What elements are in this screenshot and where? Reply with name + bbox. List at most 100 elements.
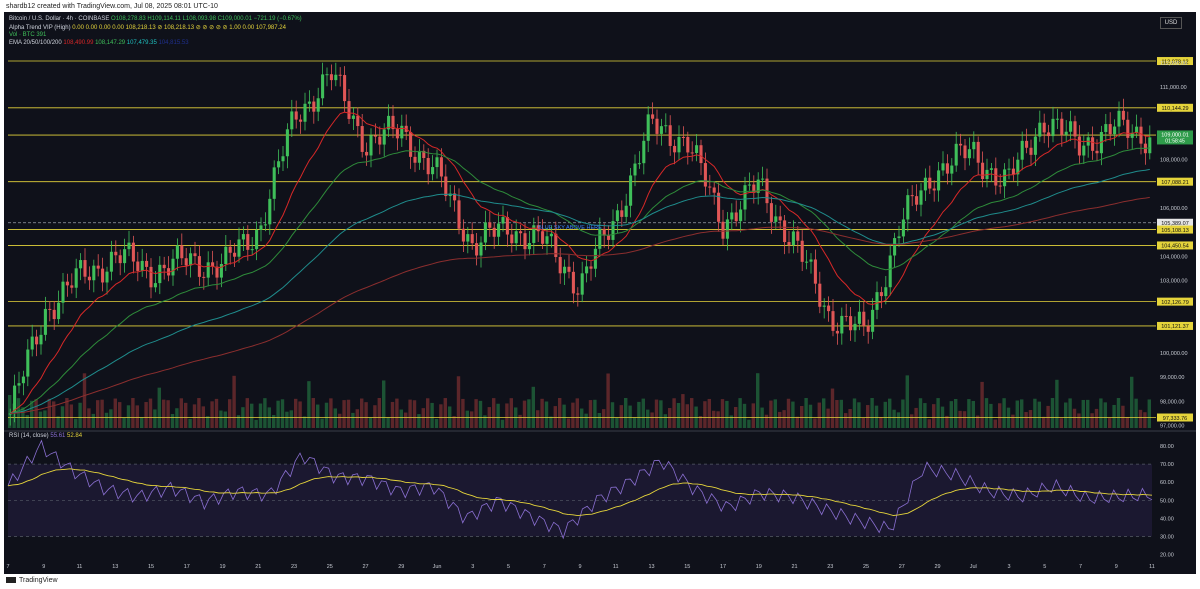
ema20-value: 108,490.99 — [63, 40, 94, 46]
ema200-line — [10, 196, 1150, 414]
volume-bar — [839, 399, 843, 428]
x-axis-tick: 29 — [934, 564, 940, 570]
volume-bar — [852, 398, 857, 428]
candle-body — [571, 271, 575, 294]
volume-bar — [1059, 418, 1063, 428]
x-axis-tick: 17 — [720, 564, 726, 570]
candle-body — [875, 292, 879, 310]
candle-body — [369, 135, 373, 156]
volume-bar — [751, 403, 755, 428]
volume-bar — [399, 409, 403, 428]
candle-body — [501, 217, 505, 224]
price-axis-tick: 97,000.00 — [1160, 424, 1184, 430]
volume-bar — [245, 398, 249, 428]
volume-bar — [566, 418, 571, 428]
volume-bar — [170, 413, 175, 428]
candle-body — [1082, 145, 1086, 156]
candle-body — [967, 149, 971, 159]
candle-body — [1069, 121, 1073, 132]
price-axis-tick: 100,000.00 — [1160, 351, 1188, 357]
candle-body — [52, 309, 56, 320]
volume-bar — [668, 408, 672, 428]
candle-body — [778, 216, 782, 221]
volume-bar — [214, 398, 219, 428]
candle-body — [268, 198, 272, 225]
volume-bar — [426, 398, 430, 428]
rsi-axis-tick: 20.00 — [1160, 553, 1174, 559]
price-level-tag-6 — [1157, 241, 1193, 250]
x-axis-tick: 7 — [1079, 564, 1082, 570]
candle-body — [413, 156, 417, 163]
candle-body — [211, 262, 215, 267]
candle-body — [972, 141, 976, 150]
x-axis-tick: 15 — [684, 564, 690, 570]
volume-bar — [685, 404, 689, 428]
candle-body — [167, 268, 171, 276]
candle-body — [708, 186, 712, 188]
candle-body — [479, 242, 483, 256]
volume-bar — [307, 381, 311, 428]
candle-body — [237, 239, 241, 257]
volume-bar — [197, 398, 201, 428]
candle-body — [558, 257, 562, 274]
candle-body — [963, 145, 967, 159]
candle-body — [1060, 118, 1064, 135]
x-axis-tick: Jun — [433, 564, 442, 570]
x-axis-tick: 9 — [1115, 564, 1118, 570]
price-level-label-3: 107,088.21 — [1161, 180, 1189, 186]
currency-label[interactable]: USD — [1160, 17, 1182, 29]
volume-bar — [984, 398, 989, 428]
x-axis-tick: 17 — [184, 564, 190, 570]
volume-bar — [681, 394, 685, 428]
volume-bar — [707, 398, 711, 428]
candle-body — [431, 167, 435, 175]
volume-bar — [690, 398, 694, 428]
price-level-tag-5 — [1157, 225, 1193, 234]
volume-bar — [148, 398, 153, 428]
candle-body — [756, 179, 760, 193]
price-axis-tick: 98,000.00 — [1160, 399, 1184, 405]
candle-body — [325, 74, 329, 76]
volume-bar — [1037, 401, 1041, 428]
candle-body — [888, 255, 892, 288]
candle-body — [1139, 126, 1143, 144]
volume-bar — [896, 412, 901, 428]
alpha-trend-label: Alpha Trend VIP (High) — [9, 25, 71, 31]
candle-body — [246, 234, 250, 250]
candle-body — [1064, 131, 1068, 135]
candle-body — [294, 111, 298, 120]
candle-body — [228, 246, 232, 253]
volume-bar — [804, 398, 808, 428]
volume-bar — [12, 403, 16, 428]
candle-body — [769, 203, 773, 222]
candle-body — [65, 281, 69, 286]
rsi-axis-tick: 70.00 — [1160, 462, 1174, 468]
candle-body — [382, 129, 386, 145]
volume-bar — [993, 419, 997, 428]
volume-bar — [778, 411, 782, 428]
x-axis-tick: 9 — [42, 564, 45, 570]
volume-bar — [8, 395, 12, 428]
volume-bar — [434, 418, 439, 428]
volume-bar — [298, 401, 302, 428]
last-price-tag — [1157, 130, 1193, 145]
price-axis-tick: 103,000.00 — [1160, 279, 1188, 285]
volume-bar — [527, 399, 531, 428]
candle-body — [690, 152, 694, 154]
candle-body — [96, 265, 100, 269]
volume-bar — [720, 399, 725, 428]
volume-bar — [131, 398, 135, 428]
x-axis-tick: 19 — [756, 564, 762, 570]
legend-symbol: Bitcoin / U.S. Dollar · 4h · COINBASE O1… — [9, 16, 302, 22]
candle-body — [835, 330, 839, 334]
candle-body — [866, 326, 870, 332]
candle-body — [976, 141, 980, 163]
candle-body — [1016, 159, 1020, 175]
volume-bar — [518, 414, 522, 428]
volume-bar — [408, 399, 412, 428]
volume-bar — [311, 398, 315, 428]
candle-body — [923, 177, 927, 191]
candle-body — [158, 264, 162, 284]
volume-bar — [294, 398, 298, 428]
